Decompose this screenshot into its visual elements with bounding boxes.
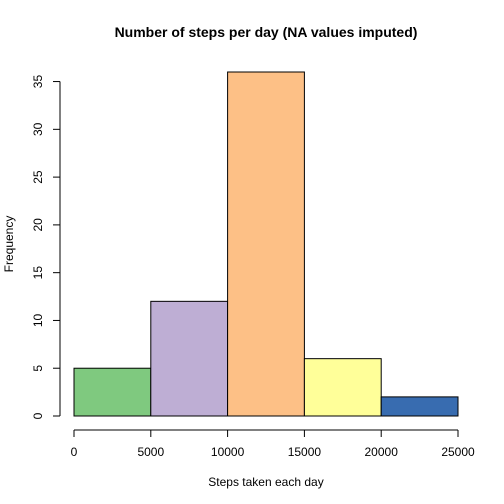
x-tick-label: 20000 (365, 445, 399, 459)
histogram-bar-0 (73, 367, 152, 417)
x-tick-label: 10000 (211, 445, 245, 459)
x-tick-label: 5000 (137, 445, 164, 459)
y-tick-label: 0 (31, 412, 45, 419)
y-axis-label: Frequency (2, 216, 16, 273)
y-tick-label: 35 (31, 75, 45, 89)
chart-title: Number of steps per day (NA values imput… (115, 24, 418, 40)
y-tick-label: 5 (31, 365, 45, 372)
histogram-bar-4 (380, 396, 459, 417)
y-axis: 0 5 10 15 20 25 30 35 (31, 75, 61, 419)
y-tick-label: 30 (31, 122, 45, 136)
y-tick-label: 20 (31, 218, 45, 232)
x-axis: 0 5000 10000 15000 20000 25000 (71, 429, 475, 459)
y-tick-label: 10 (31, 313, 45, 327)
bars-group (73, 71, 459, 417)
y-tick-label: 15 (31, 266, 45, 280)
y-tick-label: 25 (31, 170, 45, 184)
histogram-bar-3 (303, 358, 382, 417)
x-tick-label: 15000 (288, 445, 322, 459)
histogram-bar-2 (227, 71, 305, 417)
histogram-bar-1 (150, 300, 229, 417)
x-tick-label: 25000 (441, 445, 475, 459)
x-axis-label: Steps taken each day (208, 475, 323, 489)
x-tick-label: 0 (71, 445, 78, 459)
